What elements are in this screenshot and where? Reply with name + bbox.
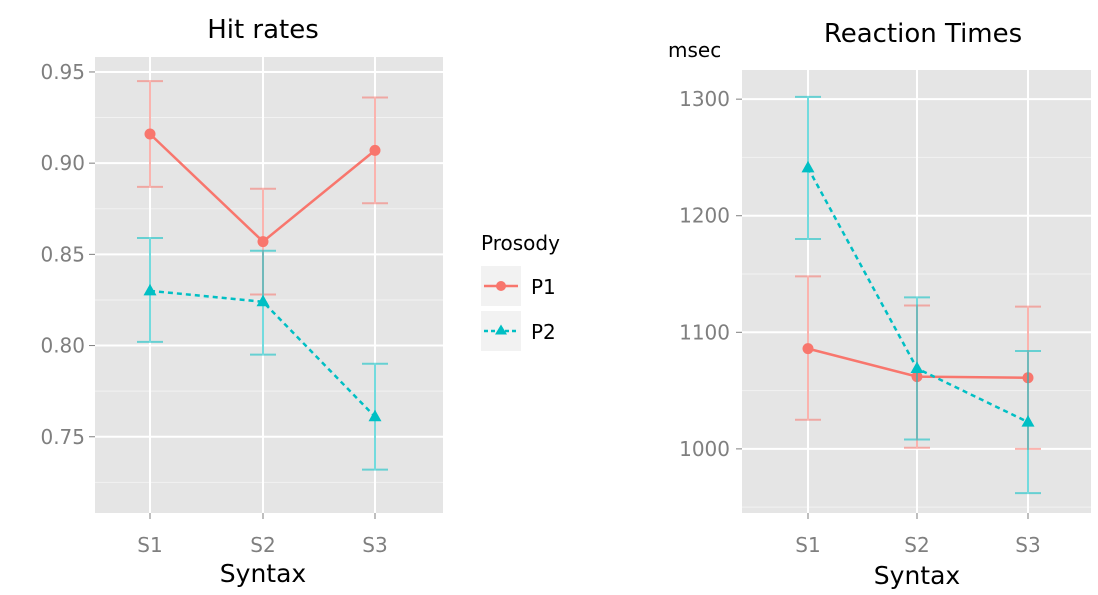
hit-rates-point-p1 <box>369 144 381 156</box>
hit-rates-chart: Hit rates 0.75 0.80 0.85 0.90 0.95 S1 S2 S3 Sy… <box>40 15 443 588</box>
reaction-times-title: Reaction Times <box>824 19 1022 49</box>
legend-entry-p1: P1 <box>481 266 556 306</box>
reaction-times-x-axis: S1 S2 S3 <box>795 513 1041 557</box>
hit-rates-line-p2 <box>149 289 376 418</box>
reaction-times-point-p1 <box>802 343 814 355</box>
reaction-times-y-tick-label: 1100 <box>679 320 730 344</box>
reaction-times-y-tick-label: 1300 <box>679 87 730 111</box>
legend-label-p1: P1 <box>531 275 556 299</box>
hit-rates-x-tick-label: S3 <box>362 533 387 557</box>
hit-rates-plot-area <box>95 57 443 513</box>
reaction-times-point-p2 <box>910 361 924 373</box>
hit-rates-point-p2 <box>368 409 382 422</box>
hit-rates-point-p1 <box>257 236 269 248</box>
hit-rates-series <box>137 80 388 471</box>
reaction-times-x-tick-label: S1 <box>795 533 820 557</box>
reaction-times-x-axis-title: Syntax <box>874 561 960 590</box>
hit-rates-x-axis: S1 S2 S3 <box>137 513 388 557</box>
hit-rates-series-p2 <box>137 236 388 471</box>
hit-rates-y-tick-label: 0.80 <box>40 334 85 358</box>
legend-marker-p1 <box>496 281 506 291</box>
reaction-times-series-p2 <box>795 95 1041 495</box>
reaction-times-y-tick-label: 1200 <box>679 204 730 228</box>
hit-rates-x-axis-title: Syntax <box>220 559 306 588</box>
reaction-times-x-tick-label: S3 <box>1015 533 1040 557</box>
hit-rates-point-p2 <box>143 283 157 296</box>
reaction-times-series <box>795 95 1041 495</box>
hit-rates-point-p1 <box>144 128 156 140</box>
reaction-times-unit-label: msec <box>668 38 721 62</box>
legend-label-p2: P2 <box>531 320 556 344</box>
hit-rates-title: Hit rates <box>207 15 319 45</box>
hit-rates-y-tick-label: 0.95 <box>40 60 85 84</box>
reaction-times-point-p2 <box>1021 415 1035 427</box>
hit-rates-point-p2 <box>256 294 270 307</box>
legend: Prosody P1 P2 <box>481 231 560 351</box>
reaction-times-y-tick-label: 1000 <box>679 437 730 461</box>
hit-rates-y-tick-label: 0.75 <box>40 425 85 449</box>
hit-rates-x-tick-label: S2 <box>250 533 275 557</box>
legend-entry-p2: P2 <box>481 311 556 351</box>
hit-rates-y-tick-label: 0.85 <box>40 242 85 266</box>
reaction-times-x-tick-label: S2 <box>904 533 929 557</box>
hit-rates-x-tick-label: S1 <box>137 533 162 557</box>
hit-rates-y-tick-label: 0.90 <box>40 151 85 175</box>
hit-rates-y-axis: 0.75 0.80 0.85 0.90 0.95 <box>40 60 95 449</box>
legend-marker-p2 <box>495 324 507 335</box>
reaction-times-y-axis: 1000 1100 1200 1300 <box>679 87 742 461</box>
reaction-times-point-p2 <box>801 160 815 173</box>
legend-title: Prosody <box>481 231 560 255</box>
